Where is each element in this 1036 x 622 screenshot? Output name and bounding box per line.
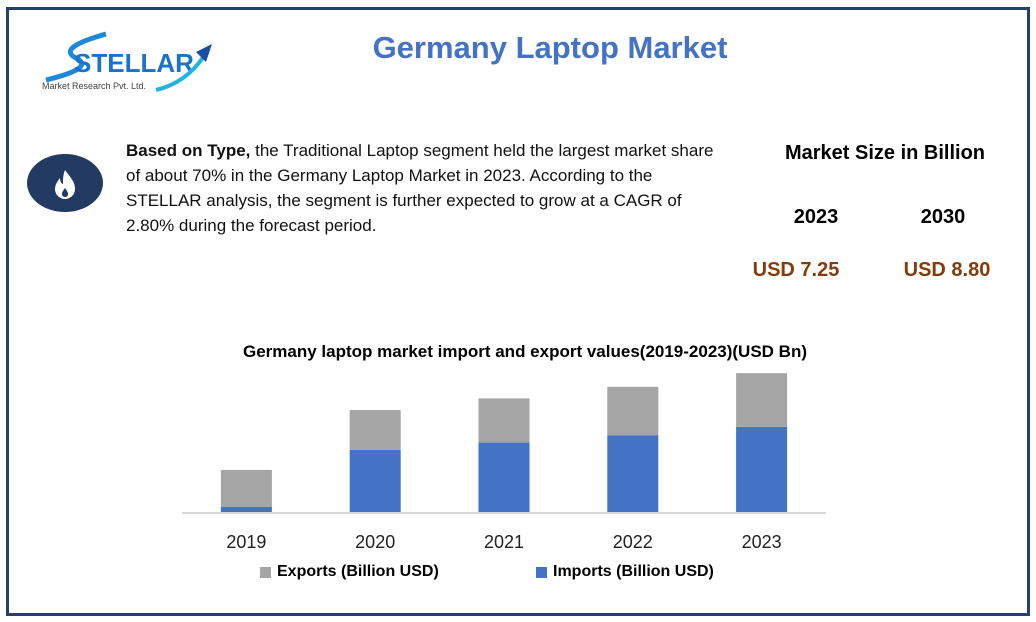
summary-text: Based on Type, the Traditional Laptop se… [126, 138, 726, 238]
year-2023: 2023 [793, 206, 839, 228]
legend-label-exports: Exports (Billion USD) [277, 563, 439, 580]
bar-exports-2019 [220, 469, 272, 507]
x-tick-label: 2021 [484, 532, 524, 552]
x-tick-label: 2020 [355, 532, 395, 552]
legend-swatch-exports [260, 566, 271, 578]
year-2030: 2030 [920, 206, 966, 228]
page-title: Germany Laptop Market [372, 30, 728, 65]
bar-imports-2019 [220, 506, 272, 512]
flame-icon [27, 154, 103, 212]
summary-lead: Based on Type, [126, 141, 251, 160]
value-2023: USD 7.25 [752, 259, 840, 281]
bar-imports-2023 [736, 426, 788, 512]
bar-exports-2021 [478, 398, 530, 443]
infographic-frame [6, 7, 1030, 616]
bar-imports-2020 [349, 449, 401, 512]
svg-text:STELLAR: STELLAR [74, 48, 194, 78]
legend-exports: Exports (Billion USD) [260, 563, 439, 581]
logo-subtext: Market Research Pvt. Ltd. [42, 81, 147, 91]
bar-exports-2022 [607, 386, 659, 436]
x-tick-label: 2023 [742, 532, 782, 552]
bar-imports-2022 [607, 435, 659, 512]
bar-exports-2023 [736, 373, 788, 427]
chart-title: Germany laptop market import and export … [243, 342, 807, 361]
stellar-logo: STELLAR [45, 31, 212, 92]
market-size-title: Market Size in Billion [784, 142, 986, 164]
value-2030: USD 8.80 [903, 259, 991, 281]
legend-swatch-imports [536, 566, 547, 578]
summary-body: the Traditional Laptop segment held the … [126, 141, 714, 235]
bar-imports-2021 [478, 442, 530, 512]
x-tick-label: 2019 [226, 532, 266, 552]
bar-exports-2020 [349, 409, 401, 450]
legend-label-imports: Imports (Billion USD) [553, 563, 714, 580]
x-tick-label: 2022 [613, 532, 653, 552]
legend-imports: Imports (Billion USD) [536, 563, 714, 581]
